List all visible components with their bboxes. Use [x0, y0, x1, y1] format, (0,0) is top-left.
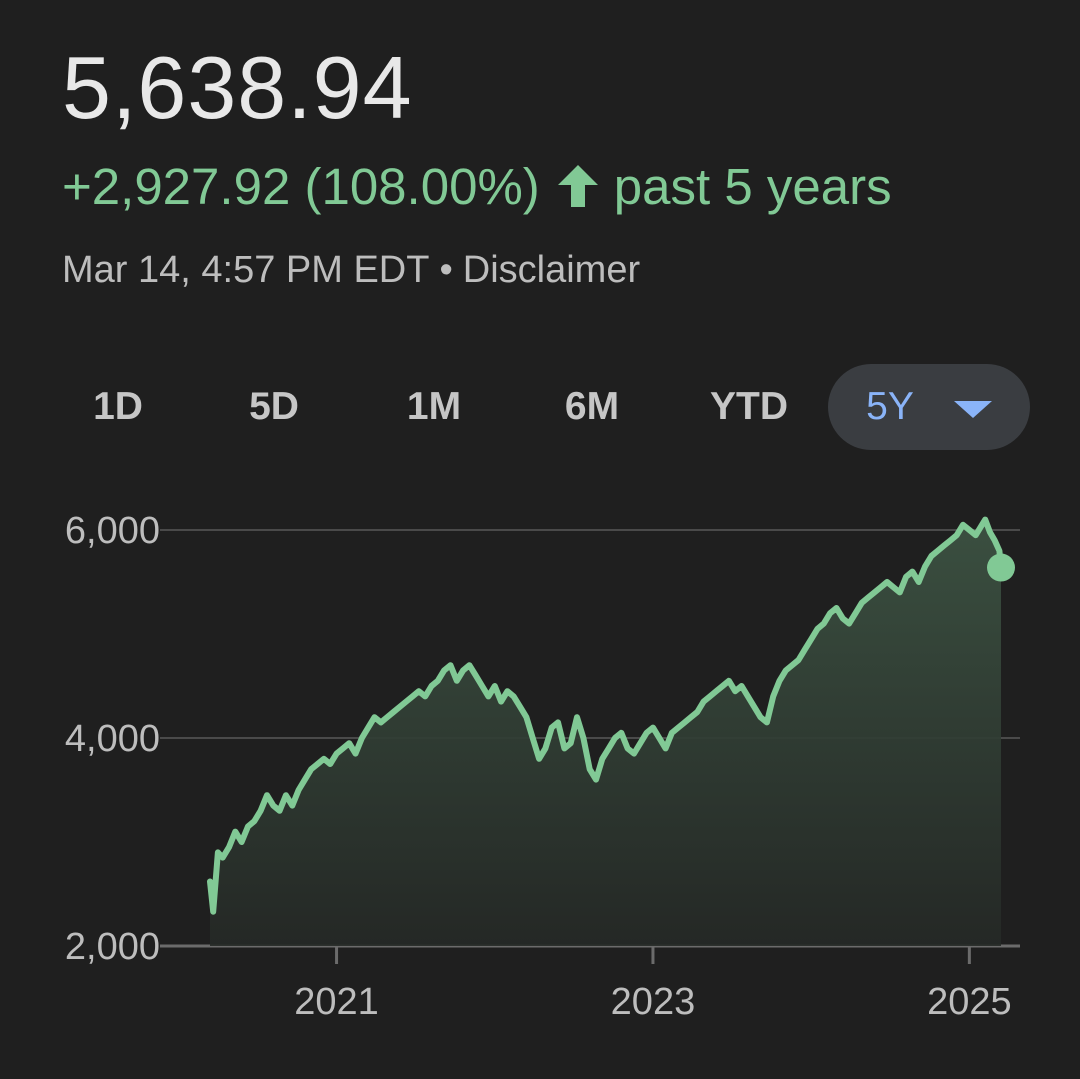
period-label: past 5 years: [613, 157, 892, 215]
y-tick-label-2000: 2,000: [65, 926, 160, 968]
caret-down-icon[interactable]: [953, 400, 992, 418]
current-price-marker: [987, 553, 1015, 582]
range-tab-5d[interactable]: 5D: [249, 385, 299, 428]
timestamp-row: Mar 14, 4:57 PM EDT • Disclaimer: [62, 244, 640, 296]
price-change: +2,927.92 (108.00%): [62, 157, 540, 215]
x-tick-label-2021: 2021: [294, 981, 379, 1023]
price-change-row: +2,927.92 (108.00%) past 5 years: [62, 154, 892, 218]
range-tab-6m[interactable]: 6M: [564, 385, 620, 428]
price-area-fill: [210, 519, 1001, 946]
y-tick-label-6000: 6,000: [65, 510, 160, 552]
x-tick-label-2023: 2023: [611, 981, 696, 1023]
quote-timestamp: Mar 14, 4:57 PM EDT: [62, 249, 430, 291]
arrow-up-icon: [557, 165, 598, 207]
range-tab-1m[interactable]: 1M: [406, 385, 462, 428]
y-tick-label-4000: 4,000: [65, 718, 160, 760]
range-tab-5y[interactable]: 5Y: [828, 364, 1030, 450]
price-chart: 6,000 4,000 2,000 2021 2023 2025: [65, 510, 1020, 1023]
range-tab-ytd[interactable]: YTD: [710, 385, 788, 428]
current-price: 5,638.94: [62, 38, 413, 137]
separator-dot: •: [439, 249, 453, 291]
x-tick-label-2025: 2025: [927, 981, 1012, 1023]
price-series-line: [207, 516, 1004, 915]
disclaimer-link[interactable]: Disclaimer: [462, 249, 641, 291]
selected-range-label: 5Y: [866, 385, 914, 428]
range-tab-1d[interactable]: 1D: [93, 385, 143, 428]
